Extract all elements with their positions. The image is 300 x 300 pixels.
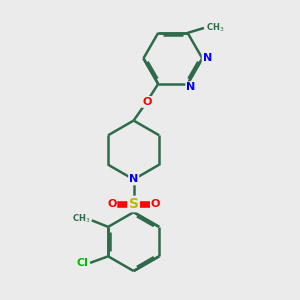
Text: S: S [129, 197, 139, 211]
Text: N: N [202, 53, 212, 63]
Text: N: N [129, 174, 138, 184]
Text: Cl: Cl [76, 258, 88, 268]
Text: O: O [151, 199, 160, 209]
Text: N: N [186, 82, 196, 92]
Text: O: O [142, 97, 152, 107]
Text: CH$_3$: CH$_3$ [206, 22, 224, 34]
Text: CH$_3$: CH$_3$ [72, 212, 90, 225]
Text: O: O [107, 199, 116, 209]
